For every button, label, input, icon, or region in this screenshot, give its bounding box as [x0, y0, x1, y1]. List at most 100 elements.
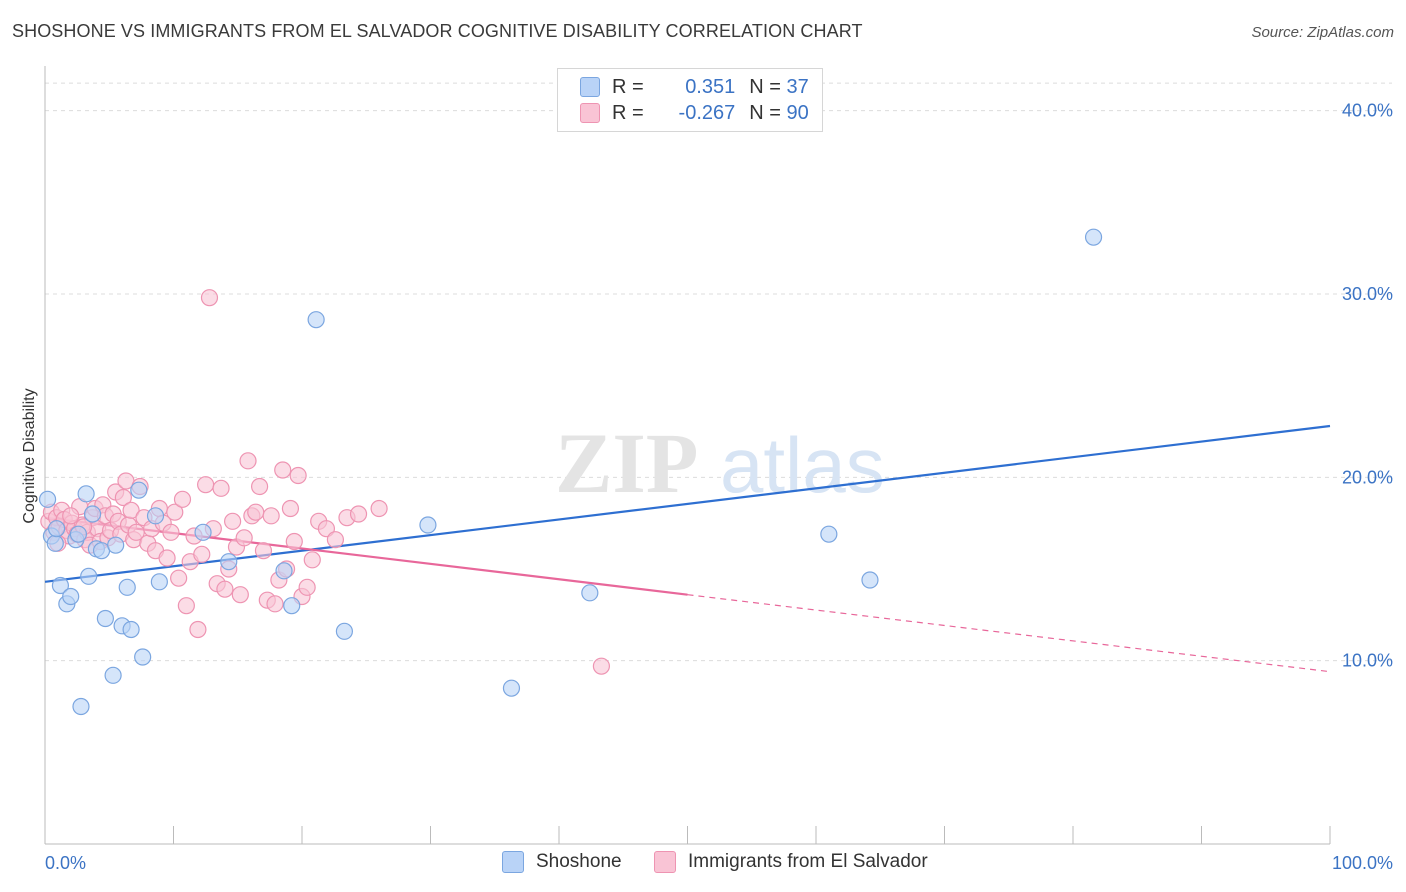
shoshone-point [80, 567, 98, 585]
watermark: ZIP atlas [555, 415, 885, 511]
y-tick-label: 10.0% [1342, 651, 1393, 671]
watermark-atlas: atlas [720, 421, 885, 509]
shoshone-point [77, 485, 95, 503]
salvador-point [592, 657, 611, 675]
shoshone-point [83, 505, 102, 523]
legend-label: Shoshone [536, 851, 622, 872]
n-value: 37 [786, 75, 809, 98]
shoshone-point [38, 490, 57, 508]
legend-label: Immigrants from El Salvador [688, 851, 928, 872]
shoshone-point [107, 536, 125, 554]
salvador-point [158, 549, 176, 567]
salvador-point [254, 542, 273, 560]
salvador-point [162, 523, 180, 541]
salvador-point [239, 452, 257, 470]
axes [44, 66, 1331, 845]
shoshone-point [146, 507, 165, 525]
salvador-point [189, 620, 207, 639]
x-tick-label: 0.0% [45, 853, 86, 873]
salvador-swatch [654, 851, 676, 873]
shoshone-point [150, 573, 168, 591]
shoshone-point [130, 481, 148, 499]
salvador-point [247, 503, 265, 521]
tick-labels: 10.0% 20.0% 30.0% 40.0% 0.0% 100.0% [45, 101, 1393, 873]
r-label: R = [612, 101, 650, 124]
shoshone-point [220, 553, 238, 571]
shoshone-point [335, 622, 354, 640]
r-label: R = [612, 75, 650, 98]
legend-item-shoshone[interactable]: Shoshone [502, 851, 622, 873]
shoshone-point [283, 597, 301, 615]
salvador-point [166, 503, 184, 521]
shoshone-point [122, 620, 140, 639]
legend-item-salvador[interactable]: Immigrants from El Salvador [654, 851, 928, 873]
salvador-point [289, 466, 307, 485]
legend-row-shoshone: R = 0.351 N = 37 [580, 75, 809, 99]
series-legend: Shoshone Immigrants from El Salvador [0, 851, 1406, 877]
legend-row-salvador: R = -0.267 N = 90 [580, 101, 809, 125]
salvador-point [274, 461, 292, 479]
shoshone-point [46, 534, 64, 552]
y-tick-label: 30.0% [1342, 284, 1393, 304]
shoshone-point [307, 311, 325, 329]
shoshone-point [96, 609, 114, 628]
salvador-point [197, 476, 215, 494]
salvador-point [212, 479, 230, 497]
salvador-point [177, 597, 195, 615]
shoshone-point [51, 576, 70, 595]
watermark-zip: ZIP [555, 415, 698, 511]
shoshone-point [581, 584, 599, 602]
salvador-point [224, 512, 242, 530]
shoshone-swatch [502, 851, 524, 873]
n-value: 90 [786, 101, 809, 124]
shoshone-point [820, 525, 838, 543]
salvador-point [231, 586, 249, 604]
shoshone-point [72, 697, 90, 716]
salvador-point [193, 545, 211, 563]
salvador-point [285, 532, 303, 551]
salvador-point [122, 501, 140, 519]
salvador-point [370, 499, 388, 518]
trend-line-salvador-extension [687, 594, 1331, 673]
chart-title: SHOSHONE VS IMMIGRANTS FROM EL SALVADOR … [12, 21, 863, 41]
salvador-point [303, 551, 321, 569]
shoshone-point [118, 578, 136, 596]
data-points [38, 228, 1103, 716]
y-tick-label: 20.0% [1342, 467, 1393, 487]
shoshone-point [419, 516, 437, 534]
salvador-point [173, 490, 192, 508]
grid-lines [45, 82, 1392, 662]
shoshone-point [1084, 228, 1103, 246]
salvador-point [281, 499, 300, 518]
salvador-point [298, 578, 316, 596]
r-value: 0.351 [685, 75, 736, 98]
salvador-point [62, 507, 80, 525]
shoshone-point [47, 520, 66, 538]
shoshone-swatch [580, 77, 600, 97]
stats-legend: R = 0.351 N = 37 R = -0.267 N = 90 [557, 68, 823, 132]
y-tick-label: 40.0% [1342, 101, 1393, 121]
source-label: Source: ZipAtlas.com [1251, 24, 1394, 41]
shoshone-point [62, 587, 80, 606]
r-value: -0.267 [678, 101, 736, 124]
salvador-swatch [580, 103, 600, 123]
salvador-point [250, 477, 269, 496]
shoshone-point [861, 571, 879, 589]
n-label: N = [749, 75, 787, 98]
shoshone-point [69, 525, 88, 543]
shoshone-point [104, 666, 122, 684]
salvador-point [326, 531, 345, 549]
salvador-point [235, 529, 253, 547]
salvador-point [262, 507, 280, 525]
y-axis-label: Cognitive Disability [21, 388, 38, 523]
salvador-point [216, 580, 234, 598]
shoshone-point [275, 562, 293, 580]
salvador-point [349, 505, 368, 523]
shoshone-point [134, 648, 152, 666]
shoshone-point [194, 523, 212, 541]
n-label: N = [749, 101, 787, 124]
shoshone-point [502, 679, 521, 697]
salvador-point [200, 289, 219, 307]
salvador-point [266, 595, 284, 613]
